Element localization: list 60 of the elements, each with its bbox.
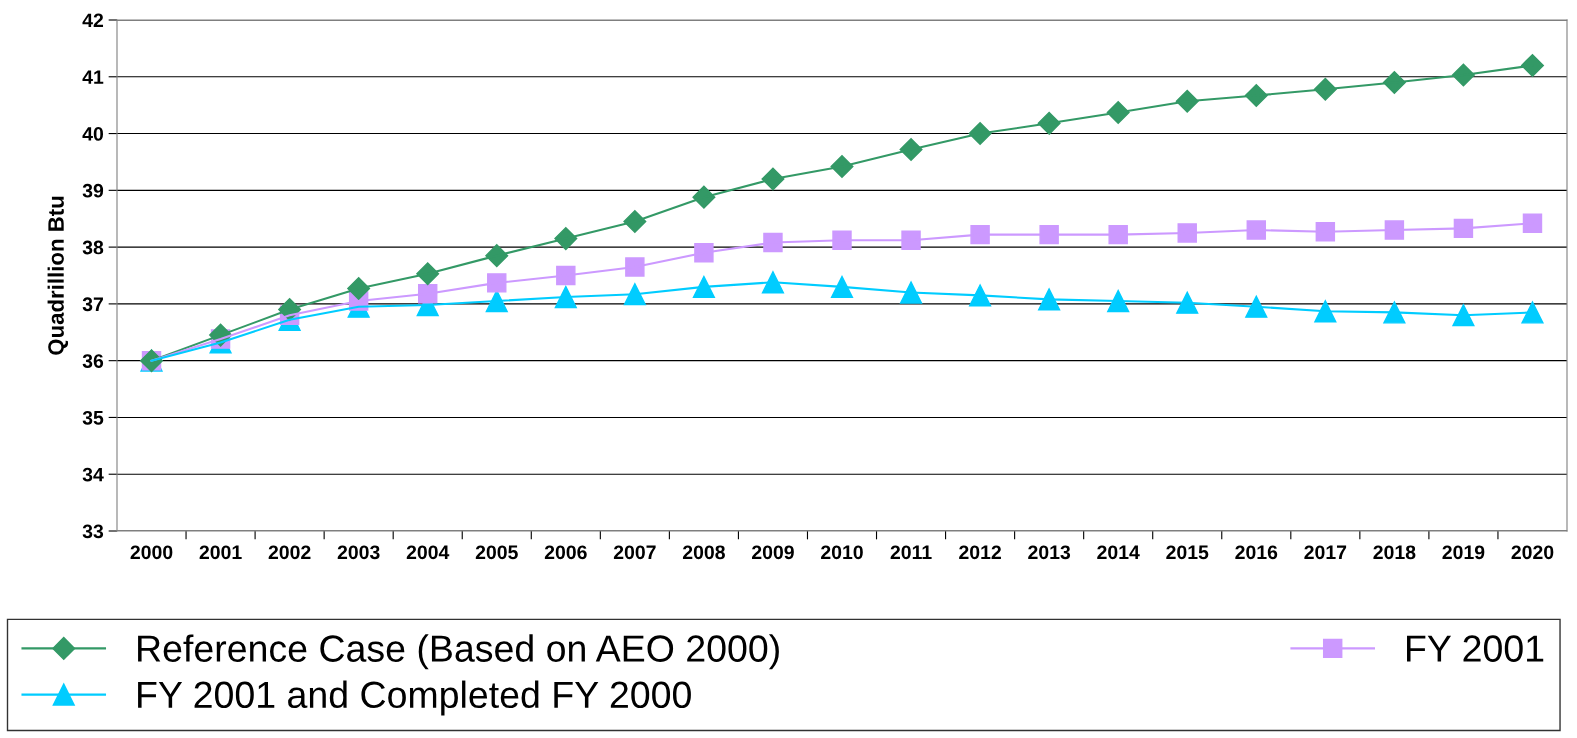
y-tick-label: 33 — [82, 524, 104, 539]
point — [623, 210, 647, 234]
y-tick-label: 38 — [82, 240, 104, 255]
x-tick-label: 2004 — [406, 545, 450, 560]
x-tick-label: 2018 — [1373, 545, 1416, 560]
x-tick-label: 2015 — [1166, 545, 1209, 560]
point — [694, 243, 714, 263]
y-tick-label: 36 — [82, 354, 104, 368]
x-tick-label: 2009 — [752, 545, 794, 560]
point — [970, 224, 990, 245]
point — [1452, 304, 1475, 327]
point — [692, 275, 716, 298]
point — [1245, 295, 1268, 318]
y-tick-label: 41 — [82, 70, 104, 84]
x-tick-label: 2011 — [890, 545, 932, 560]
y-tick-label: 42 — [82, 13, 104, 28]
point — [1176, 291, 1199, 314]
x-tick-label: 2010 — [821, 545, 863, 560]
x-tick-label: 2007 — [613, 545, 656, 560]
point — [487, 273, 507, 293]
y-axis-title: Quadrillion Btu — [47, 196, 69, 355]
x-tick-label: 2016 — [1235, 545, 1278, 560]
point — [1107, 289, 1130, 313]
x-tick-label: 2013 — [1028, 545, 1071, 560]
point — [1383, 301, 1406, 324]
y-tick-label: 37 — [82, 297, 103, 312]
y-tick-label: 40 — [82, 127, 104, 141]
point — [830, 275, 854, 298]
point — [1384, 220, 1405, 240]
x-tick-label: 2019 — [1442, 545, 1485, 560]
x-tick-label: 2000 — [130, 545, 173, 560]
legend-label: Reference Case (Based on AEO 2000) — [138, 634, 779, 670]
point — [1522, 213, 1543, 233]
x-tick-label: 2008 — [682, 545, 725, 560]
x-tick-label: 2005 — [475, 545, 518, 560]
y-tick-label: 35 — [82, 410, 104, 425]
point — [554, 227, 578, 251]
point — [554, 285, 577, 309]
x-tick-label: 2006 — [544, 545, 587, 560]
x-tick-label: 2003 — [337, 545, 380, 560]
point — [899, 281, 923, 304]
point — [1246, 220, 1267, 240]
legend-label: FY 2001 and Completed FY 2000 — [138, 680, 691, 716]
y-tick-label: 34 — [82, 467, 104, 482]
point — [1177, 223, 1197, 243]
y-tick-label: 39 — [82, 183, 104, 198]
point — [1039, 224, 1059, 245]
x-tick-label: 2002 — [268, 545, 311, 560]
legend-label: FY 2001 — [1407, 635, 1544, 662]
x-tick-label: 2017 — [1304, 545, 1347, 560]
point — [556, 265, 576, 286]
x-tick-label: 2020 — [1511, 545, 1554, 560]
x-tick-label: 2014 — [1097, 545, 1140, 560]
point — [901, 230, 921, 251]
point — [625, 257, 645, 277]
point — [1315, 222, 1336, 242]
point — [1521, 301, 1544, 324]
x-tick-label: 2012 — [959, 545, 1001, 560]
x-tick-label: 2001 — [199, 545, 242, 560]
point — [832, 230, 852, 251]
